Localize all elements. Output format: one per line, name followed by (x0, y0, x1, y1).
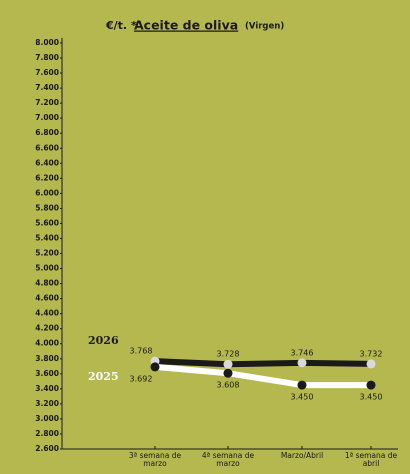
y-tick-label: 7.200 (35, 98, 59, 107)
y-tick-label: 8.000 (35, 38, 59, 47)
x-tick-frame: 4ª semana de marzo (201, 452, 255, 468)
value-label: 3.732 (360, 349, 383, 358)
value-label: 3.746 (291, 348, 314, 357)
y-tick-label: 3.400 (35, 384, 59, 393)
point (366, 380, 376, 390)
chart-title: Aceite de oliva (134, 18, 238, 33)
point (150, 362, 160, 372)
y-tick-label: 6.800 (35, 128, 59, 137)
value-label: 3.728 (217, 350, 240, 359)
x-tick-frame: 1ª semana de abril (344, 452, 398, 468)
y-tick-label: 6.200 (35, 173, 59, 182)
y-tick-label: 6.000 (35, 188, 59, 197)
x-tick-label: Marzo/Abril (280, 452, 324, 460)
y-tick-label: 7.600 (35, 68, 59, 77)
point (297, 358, 307, 368)
y-tick-label: 5.800 (35, 203, 59, 212)
value-label: 3.450 (291, 393, 314, 402)
x-tick-label: 3ª semana de marzo (128, 452, 182, 468)
y-tick-label: 7.000 (35, 113, 59, 122)
y-tick-label: 3.800 (35, 354, 59, 363)
y-tick-label: 5.000 (35, 264, 59, 273)
value-label: 3.608 (217, 381, 240, 390)
y-tick-label: 5.600 (35, 218, 59, 227)
x-tick-frame: 3ª semana de marzo (128, 452, 182, 468)
unit-label: €/t. * (105, 19, 137, 32)
y-tick-label: 6.400 (35, 158, 59, 167)
y-tick-label: 2.600 (35, 444, 59, 453)
point (366, 359, 376, 369)
point (223, 359, 233, 369)
y-tick-label: 7.800 (35, 53, 59, 62)
legend-label: 2025 (88, 370, 119, 383)
x-tick-label: 4ª semana de marzo (201, 452, 255, 468)
y-tick-label: 5.200 (35, 249, 59, 258)
y-tick-label: 2.800 (35, 429, 59, 438)
series-line (154, 358, 372, 368)
chart-subtitle: (Virgen) (245, 22, 284, 32)
value-label: 3.768 (130, 347, 153, 356)
y-tick-label: 7.400 (35, 83, 59, 92)
value-label: 3.450 (360, 393, 383, 402)
y-tick-label: 4.800 (35, 279, 59, 288)
point (297, 380, 307, 390)
y-tick-label: 4.000 (35, 339, 59, 348)
value-label: 3.692 (130, 374, 153, 383)
y-tick-label: 3.200 (35, 399, 59, 408)
y-tick-label: 5.400 (35, 233, 59, 242)
series-line (154, 363, 371, 389)
legend-label: 2026 (88, 334, 119, 347)
x-tick-frame: Marzo/Abril (280, 452, 324, 460)
point (223, 368, 233, 378)
y-tick-label: 4.600 (35, 294, 59, 303)
y-tick-label: 6.600 (35, 143, 59, 152)
y-tick-label: 3.000 (35, 414, 59, 423)
y-tick-label: 4.400 (35, 309, 59, 318)
x-tick-label: 1ª semana de abril (344, 452, 398, 468)
y-tick-label: 3.600 (35, 369, 59, 378)
y-tick-label: 4.200 (35, 324, 59, 333)
